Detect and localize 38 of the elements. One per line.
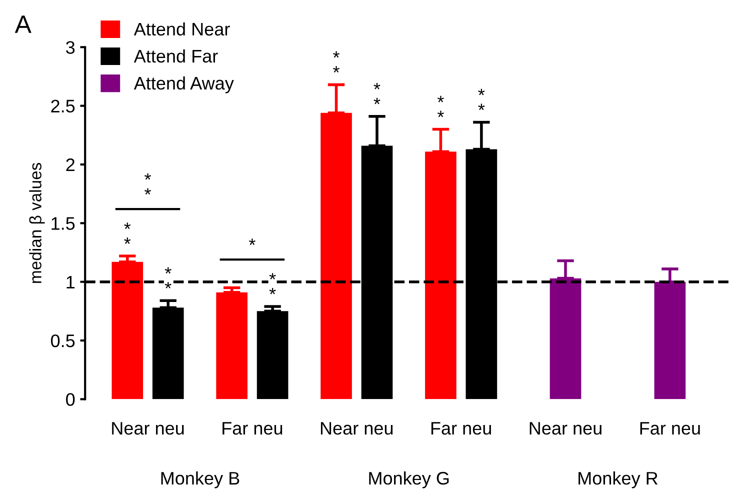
data-label: **: [164, 267, 172, 288]
text: Monkey R: [578, 471, 658, 488]
y-tick-label: 3: [66, 41, 75, 54]
data-label: **: [124, 222, 131, 244]
x-tick-label: Far neu: [222, 422, 282, 435]
x-tick-label: Near neu: [320, 422, 393, 435]
y-tick-label: 0.5: [50, 334, 75, 348]
y-tick-label: 1.5: [52, 217, 75, 230]
bar: [550, 278, 582, 400]
x-tick-label: Near neu: [530, 422, 602, 435]
x-tick-label: Far neu: [640, 422, 700, 435]
y-tick-label: 1: [66, 276, 74, 288]
bar: [320, 112, 352, 400]
data-label: **: [269, 273, 276, 294]
text: A: [14, 16, 32, 33]
annotation: **: [144, 173, 151, 195]
annotation: *: [248, 238, 256, 246]
y-tick-label: 0: [66, 393, 75, 406]
bar: [654, 282, 686, 400]
bar: [152, 308, 184, 400]
bar: [112, 262, 144, 400]
legend-label: Attend Near: [134, 22, 230, 36]
legend-label: Attend Away: [134, 76, 234, 94]
data-label: **: [478, 88, 485, 110]
x-tick-label: Near neu: [112, 422, 184, 435]
data-label: **: [333, 51, 340, 73]
data-label: **: [437, 96, 444, 118]
x-tick-label: Far neu: [431, 422, 491, 435]
bar: [216, 292, 248, 400]
y-axis-title: median β values: [29, 162, 45, 283]
bar: [425, 152, 456, 400]
data-label: **: [374, 82, 380, 104]
y-tick-label: 2: [66, 158, 74, 172]
legend-label: Attend Far: [134, 49, 218, 63]
text: Monkey B: [161, 471, 240, 488]
y-tick-label: 2.5: [51, 100, 75, 113]
bar: [256, 311, 288, 400]
text: Monkey G: [369, 471, 449, 488]
